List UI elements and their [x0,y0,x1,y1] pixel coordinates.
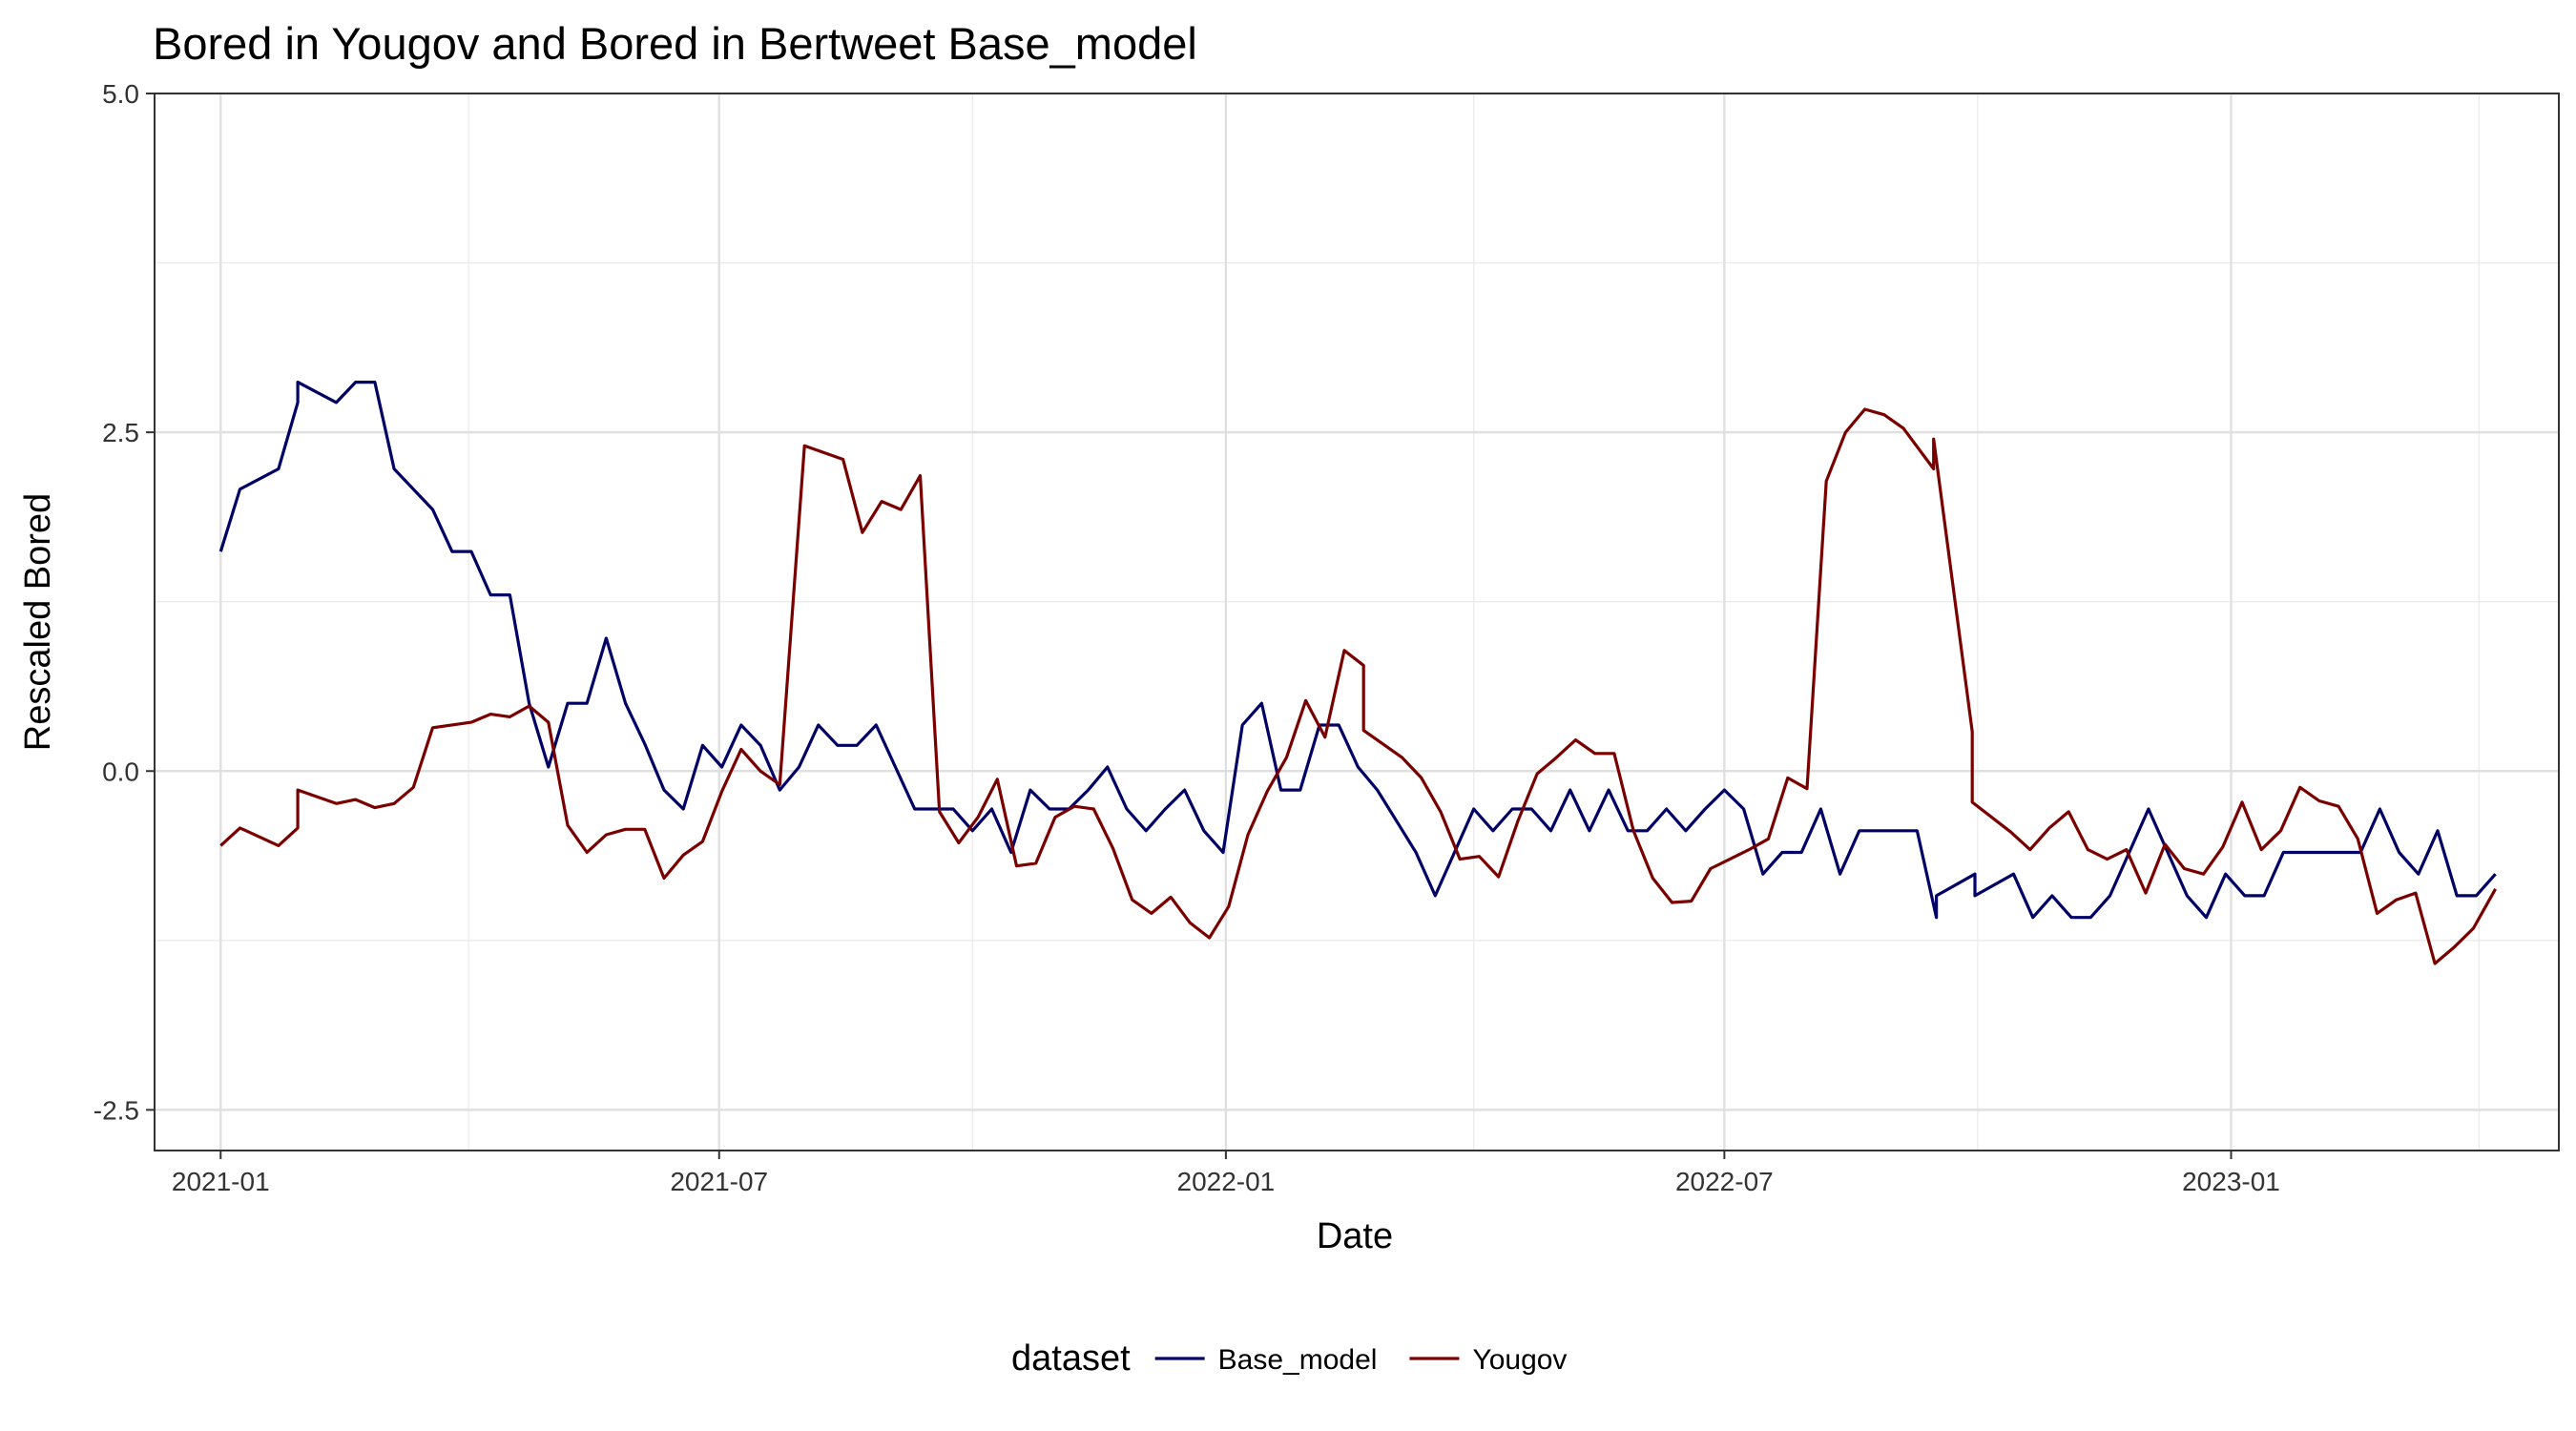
y-axis-title: Rescaled Bored [18,493,58,751]
plot-panel [155,93,2559,1151]
x-axis-title: Date [1317,1216,1393,1256]
series-layer [218,381,2497,965]
series-line-yougov [219,407,2497,965]
legend: dataset Base_model Yougov [1011,1338,1567,1379]
y-tick-label: -2.5 [93,1095,139,1125]
x-axis: 2021-01 2021-07 2022-01 2022-07 2023-01 [172,1151,2280,1196]
y-tick-label: 2.5 [102,418,139,447]
series-line-base-model [218,381,2497,920]
x-tick-label: 2022-01 [1177,1167,1276,1196]
x-tick-label: 2022-07 [1675,1167,1774,1196]
x-tick-label: 2023-01 [2182,1167,2280,1196]
x-tick-label: 2021-07 [670,1167,768,1196]
plot-area [154,92,2560,1151]
x-tick-label: 2021-01 [172,1167,270,1196]
plot-border [154,93,2560,1151]
legend-label: Base_model [1218,1344,1378,1376]
chart-title: Bored in Yougov and Bored in Bertweet Ba… [153,18,1197,69]
y-tick-label: 0.0 [102,757,139,786]
legend-title: dataset [1011,1338,1131,1379]
y-axis: -2.5 0.0 2.5 5.0 [93,79,155,1125]
legend-items: Base_model Yougov [1154,1344,1567,1376]
minor-gridlines [155,93,2559,1151]
legend-label: Yougov [1472,1344,1567,1376]
y-tick-label: 5.0 [102,79,139,109]
